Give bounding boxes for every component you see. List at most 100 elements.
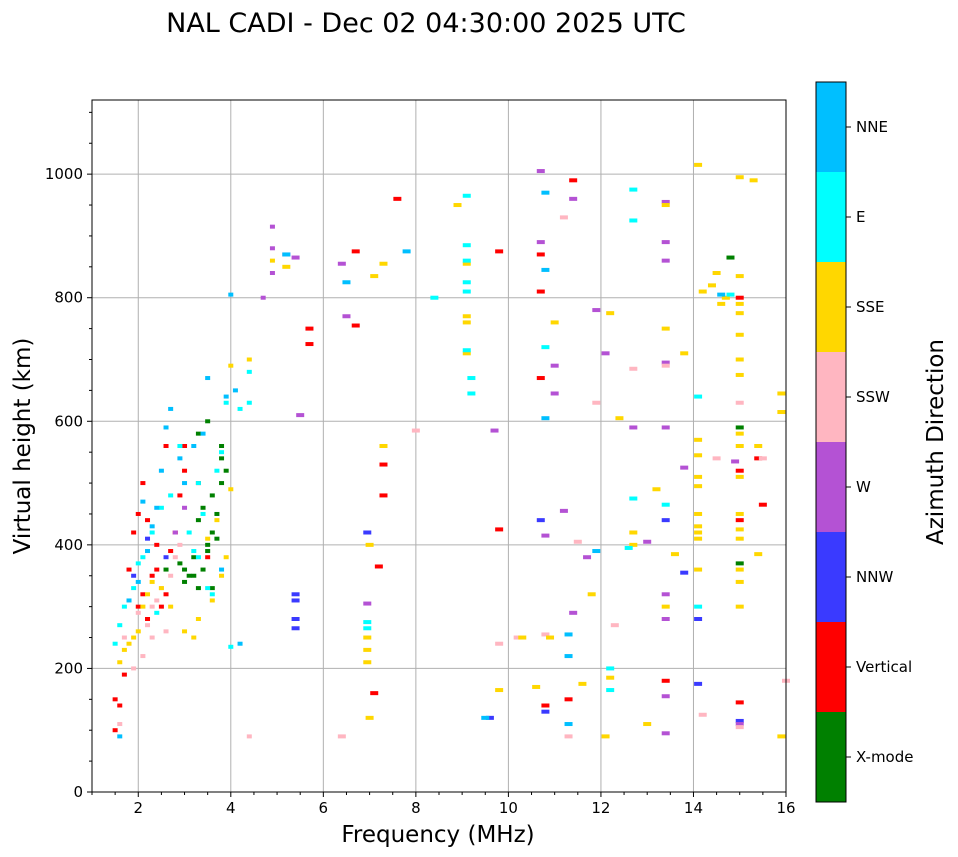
data-point <box>559 215 568 220</box>
x-tick-label: 2 <box>133 799 143 817</box>
colorbar-frame <box>815 81 847 803</box>
data-point <box>661 731 670 736</box>
data-point <box>712 271 721 275</box>
y-axis-label: Virtual height (km) <box>10 338 36 555</box>
data-point <box>490 428 499 433</box>
data-point <box>518 635 527 640</box>
data-point <box>536 169 545 174</box>
data-point <box>223 400 229 405</box>
data-point <box>661 604 670 609</box>
data-point <box>158 586 164 591</box>
data-point <box>177 542 183 547</box>
data-point <box>195 617 201 621</box>
data-point <box>546 635 555 640</box>
colorbar-tick-label: NNE <box>856 118 888 136</box>
data-point <box>172 530 178 535</box>
data-point <box>541 416 550 421</box>
data-point <box>569 196 578 201</box>
data-point <box>182 579 188 584</box>
data-point <box>117 623 123 628</box>
data-point <box>163 567 169 572</box>
data-point <box>209 493 215 498</box>
data-point <box>606 666 615 671</box>
data-point <box>536 252 545 257</box>
colorbar-segment <box>816 532 846 622</box>
data-point <box>195 586 201 591</box>
data-point <box>758 456 767 461</box>
data-point <box>149 635 155 640</box>
data-point <box>237 641 243 646</box>
data-point <box>205 586 211 591</box>
data-point <box>564 722 573 727</box>
data-point <box>694 162 703 167</box>
data-point <box>578 681 587 686</box>
colorbar-segment <box>816 442 846 532</box>
colorbar-tick-label: NNW <box>856 568 893 586</box>
data-point <box>246 357 252 362</box>
data-point <box>219 567 225 572</box>
data-point <box>363 620 372 625</box>
data-point <box>592 549 601 554</box>
data-point <box>680 570 689 575</box>
data-point <box>158 505 164 510</box>
data-point <box>291 592 300 597</box>
data-point <box>694 604 703 609</box>
data-point <box>569 610 578 615</box>
data-point <box>214 536 220 541</box>
data-point <box>629 542 638 547</box>
data-point <box>541 709 550 714</box>
data-point <box>291 626 300 631</box>
colorbar-tick-label: W <box>856 478 871 496</box>
colorbar-segment <box>816 622 846 712</box>
data-point <box>365 715 374 720</box>
data-point <box>195 431 201 436</box>
data-point <box>735 536 744 541</box>
x-tick-label: 16 <box>776 799 795 817</box>
data-point <box>351 249 360 254</box>
data-point <box>121 604 127 609</box>
data-point <box>177 456 183 461</box>
data-point <box>342 280 351 285</box>
data-point <box>223 555 229 560</box>
data-point <box>131 573 137 578</box>
data-point <box>694 567 703 572</box>
data-point <box>200 567 206 572</box>
data-point <box>228 644 234 649</box>
data-point <box>495 641 504 646</box>
data-point <box>652 487 661 492</box>
data-point <box>145 623 151 628</box>
data-point <box>615 416 624 421</box>
data-point <box>154 505 160 510</box>
plot-area <box>92 100 786 792</box>
data-point <box>140 481 146 486</box>
data-point <box>168 549 174 554</box>
data-point <box>629 496 638 501</box>
data-point <box>735 511 744 516</box>
data-point <box>541 190 550 195</box>
data-point <box>513 635 522 640</box>
series-x-mode <box>163 255 744 591</box>
colorbar-segment <box>816 82 846 172</box>
data-point <box>462 348 471 353</box>
y-tick-label: 800 <box>54 289 83 307</box>
data-point <box>661 240 670 245</box>
data-point <box>735 527 744 532</box>
data-point <box>121 672 127 677</box>
data-point <box>140 592 146 597</box>
data-point <box>661 518 670 523</box>
data-point <box>131 635 137 640</box>
data-point <box>629 366 638 371</box>
data-point <box>462 243 471 248</box>
data-point <box>495 527 504 532</box>
series-e <box>112 187 735 693</box>
data-point <box>661 617 670 621</box>
data-point <box>214 511 220 516</box>
data-point <box>536 518 545 523</box>
data-point <box>379 444 388 448</box>
data-point <box>735 372 744 377</box>
data-point <box>661 203 670 208</box>
colorbar-segment <box>816 712 846 802</box>
series-nnw <box>131 518 744 723</box>
data-point <box>145 549 151 554</box>
data-point <box>735 718 744 723</box>
